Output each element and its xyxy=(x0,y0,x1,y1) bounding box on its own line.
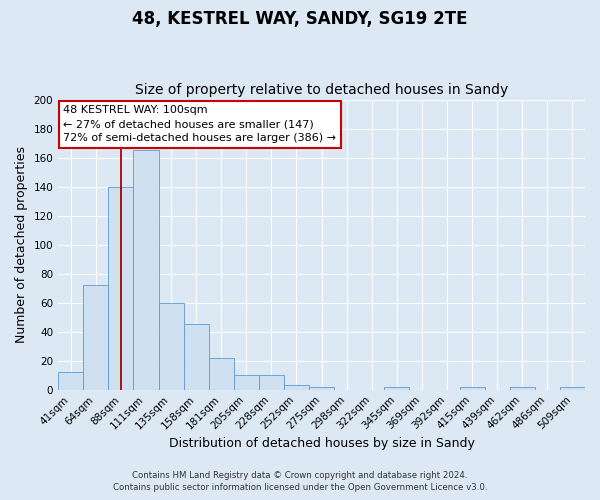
Bar xyxy=(109,186,133,390)
Text: Contains HM Land Registry data © Crown copyright and database right 2024.
Contai: Contains HM Land Registry data © Crown c… xyxy=(113,471,487,492)
Bar xyxy=(510,387,535,390)
Text: 48, KESTREL WAY, SANDY, SG19 2TE: 48, KESTREL WAY, SANDY, SG19 2TE xyxy=(132,10,468,28)
Bar xyxy=(309,387,334,390)
Bar xyxy=(385,387,409,390)
Bar xyxy=(234,375,259,390)
Bar xyxy=(158,302,184,390)
Bar xyxy=(259,375,284,390)
Y-axis label: Number of detached properties: Number of detached properties xyxy=(15,146,28,343)
Bar xyxy=(83,286,109,390)
Bar xyxy=(284,386,309,390)
Text: 48 KESTREL WAY: 100sqm
← 27% of detached houses are smaller (147)
72% of semi-de: 48 KESTREL WAY: 100sqm ← 27% of detached… xyxy=(64,106,337,144)
Bar xyxy=(209,358,234,390)
Bar xyxy=(184,324,209,390)
Bar xyxy=(560,387,585,390)
X-axis label: Distribution of detached houses by size in Sandy: Distribution of detached houses by size … xyxy=(169,437,475,450)
Title: Size of property relative to detached houses in Sandy: Size of property relative to detached ho… xyxy=(135,83,508,97)
Bar xyxy=(58,372,83,390)
Bar xyxy=(133,150,158,390)
Bar xyxy=(460,387,485,390)
